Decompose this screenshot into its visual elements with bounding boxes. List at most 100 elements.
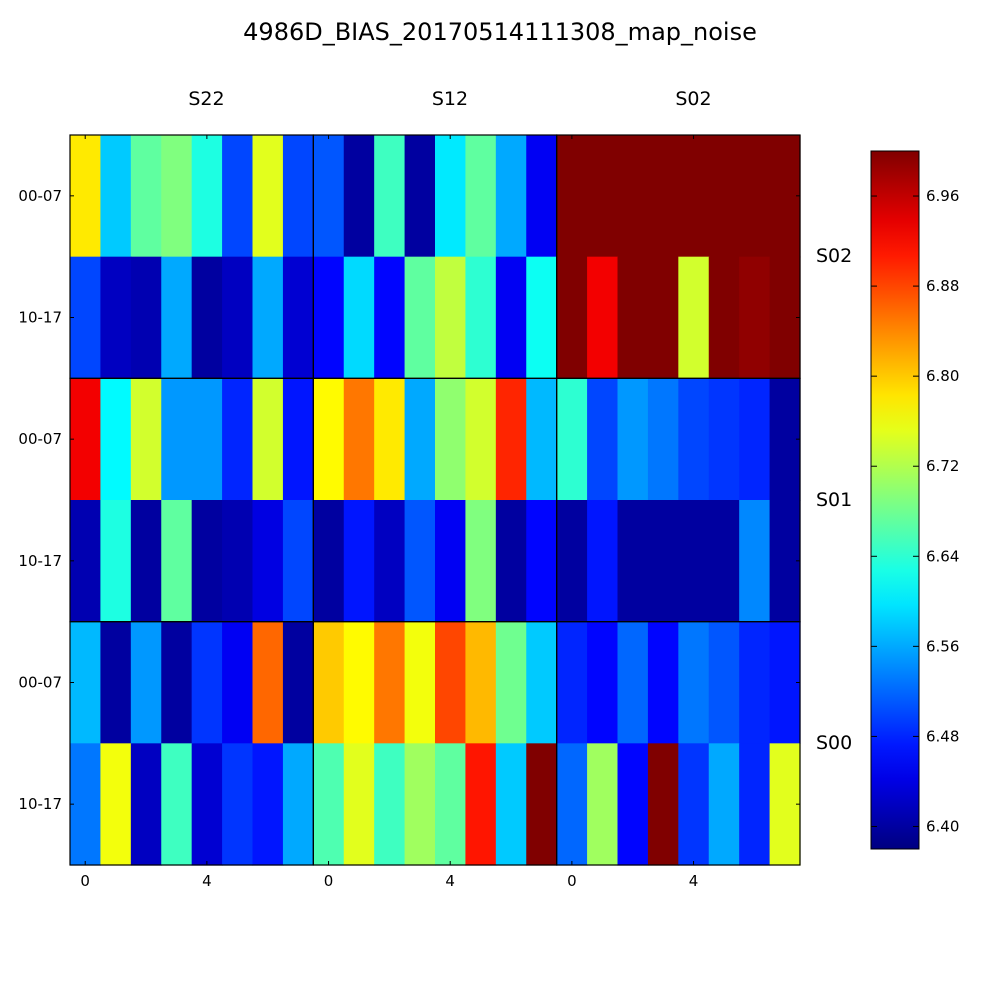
heatmap-cell [587, 621, 619, 744]
heatmap-cells [70, 135, 801, 866]
y-tick-label: 00-07 [18, 674, 62, 692]
heatmap-cell [252, 743, 284, 866]
heatmap-cell [191, 621, 223, 744]
heatmap-cell [435, 135, 467, 258]
heatmap-cell [161, 621, 193, 744]
heatmap-cell [435, 378, 467, 501]
colorbar: 6.40 6.48 6.56 6.64 6.72 6.80 6.88 6.96 [870, 150, 959, 850]
heatmap-cell [495, 378, 527, 501]
heatmap-cell [252, 621, 284, 744]
panel-border [556, 621, 801, 866]
x-tick-label: 0 [324, 872, 334, 890]
heatmap-cell [526, 621, 558, 744]
heatmap-cell [617, 378, 649, 501]
heatmap-cell [282, 378, 314, 501]
heatmap-cell [769, 256, 801, 379]
heatmap-cell [161, 500, 193, 623]
heatmap-cell [70, 500, 102, 623]
panel-borders [69, 134, 801, 866]
x-tick-label: 4 [689, 872, 699, 890]
heatmap-cell [161, 256, 193, 379]
heatmap-cell [130, 135, 162, 258]
heatmap-cell [465, 256, 497, 379]
heatmap-cell [769, 743, 801, 866]
column-panel-label: S12 [432, 88, 468, 110]
chart-title: 4986D_BIAS_20170514111308_map_noise [243, 18, 757, 46]
heatmap-cell [739, 500, 771, 623]
heatmap-cell [617, 621, 649, 744]
x-tick-label: 4 [445, 872, 455, 890]
heatmap-cell [100, 135, 132, 258]
colorbar-tick-label: 6.40 [926, 817, 959, 835]
y-tick-label: 10-17 [18, 795, 62, 813]
heatmap-cell [587, 135, 619, 258]
heatmap-cell [647, 621, 679, 744]
heatmap-cell [404, 743, 436, 866]
heatmap-cell [769, 621, 801, 744]
heatmap-cell [130, 378, 162, 501]
heatmap-cell [678, 621, 710, 744]
heatmap-cell [526, 378, 558, 501]
heatmap-cell [222, 500, 254, 623]
heatmap-cell [435, 743, 467, 866]
heatmap-cell [70, 621, 102, 744]
heatmap-cell [222, 378, 254, 501]
heatmap-cell [343, 500, 375, 623]
heatmap-cell [587, 743, 619, 866]
heatmap-cell [374, 500, 406, 623]
heatmap-cell [191, 256, 223, 379]
heatmap-cell [100, 256, 132, 379]
heatmap-cell [343, 621, 375, 744]
heatmap-cell [678, 500, 710, 623]
heatmap-cell [495, 743, 527, 866]
heatmap-cell [282, 621, 314, 744]
heatmap-cell [222, 135, 254, 258]
heatmap-cell [556, 621, 588, 744]
colorbar-tick-label: 6.48 [926, 727, 959, 745]
heatmap-cell [556, 743, 588, 866]
heatmap-cell [374, 743, 406, 866]
heatmap-cell [647, 743, 679, 866]
heatmap-cell [678, 135, 710, 258]
heatmap-cell [465, 743, 497, 866]
heatmap-cell [465, 135, 497, 258]
column-panel-labels: S22 S12 S02 [188, 88, 711, 110]
heatmap-cell [282, 500, 314, 623]
row-panel-labels: S02 S01 S00 [816, 245, 852, 754]
heatmap-cell [404, 621, 436, 744]
heatmap-cell [70, 135, 102, 258]
heatmap-cell [495, 621, 527, 744]
colorbar-tick-label: 6.56 [926, 637, 959, 655]
row-panel-label: S02 [816, 245, 852, 267]
heatmap-cell [100, 621, 132, 744]
heatmap-cell [374, 135, 406, 258]
heatmap-cell [465, 378, 497, 501]
heatmap-cell [647, 378, 679, 501]
heatmap-cell [556, 378, 588, 501]
x-tick-label: 0 [567, 872, 577, 890]
heatmap-cell [495, 256, 527, 379]
heatmap-cell [252, 378, 284, 501]
y-tick-label: 00-07 [18, 187, 62, 205]
heatmap-cell [678, 256, 710, 379]
colorbar-tick-label: 6.88 [926, 277, 959, 295]
heatmap-cell [739, 256, 771, 379]
heatmap-cell [343, 743, 375, 866]
heatmap-cell [252, 500, 284, 623]
heatmap-cell [222, 256, 254, 379]
heatmap-cell [404, 378, 436, 501]
heatmap-cell [739, 135, 771, 258]
x-axis-ticks: 0 4 0 4 0 4 [80, 135, 698, 890]
heatmap-cell [678, 378, 710, 501]
heatmap-cell [70, 378, 102, 501]
heatmap-cell [404, 135, 436, 258]
heatmap-cell [130, 500, 162, 623]
heatmap-cell [587, 256, 619, 379]
heatmap-cell [70, 743, 102, 866]
heatmap-cell [708, 743, 740, 866]
heatmap-cell [526, 500, 558, 623]
heatmap-cell [556, 135, 588, 258]
heatmap-cell [313, 256, 345, 379]
heatmap-cell [70, 256, 102, 379]
colorbar-tick-label: 6.96 [926, 187, 959, 205]
